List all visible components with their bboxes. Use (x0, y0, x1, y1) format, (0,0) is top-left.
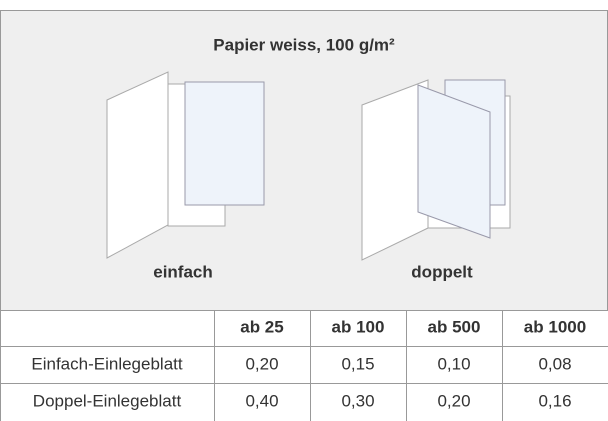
header-cell: ab 25 (240, 317, 283, 336)
price-cell: 0,20 (437, 391, 470, 410)
price-cell: 0,40 (245, 391, 278, 410)
row-label: Doppel-Einlegeblatt (33, 391, 182, 410)
header-cell: ab 100 (332, 317, 385, 336)
option-label: einfach (153, 262, 213, 281)
panel (1, 11, 608, 311)
panel-title: Papier weiss, 100 g/m² (213, 35, 395, 54)
header-cell: ab 1000 (524, 317, 586, 336)
header-cell: ab 500 (428, 317, 481, 336)
option-label: doppelt (411, 262, 473, 281)
price-cell: 0,30 (341, 391, 374, 410)
page: Papier weiss, 100 g/m² einfach doppelt a… (0, 0, 608, 421)
row-label: Einfach-Einlegeblatt (31, 354, 182, 373)
price-cell: 0,20 (245, 354, 278, 373)
price-cell: 0,08 (538, 354, 571, 373)
price-cell: 0,16 (538, 391, 571, 410)
price-cell: 0,10 (437, 354, 470, 373)
price-cell: 0,15 (341, 354, 374, 373)
